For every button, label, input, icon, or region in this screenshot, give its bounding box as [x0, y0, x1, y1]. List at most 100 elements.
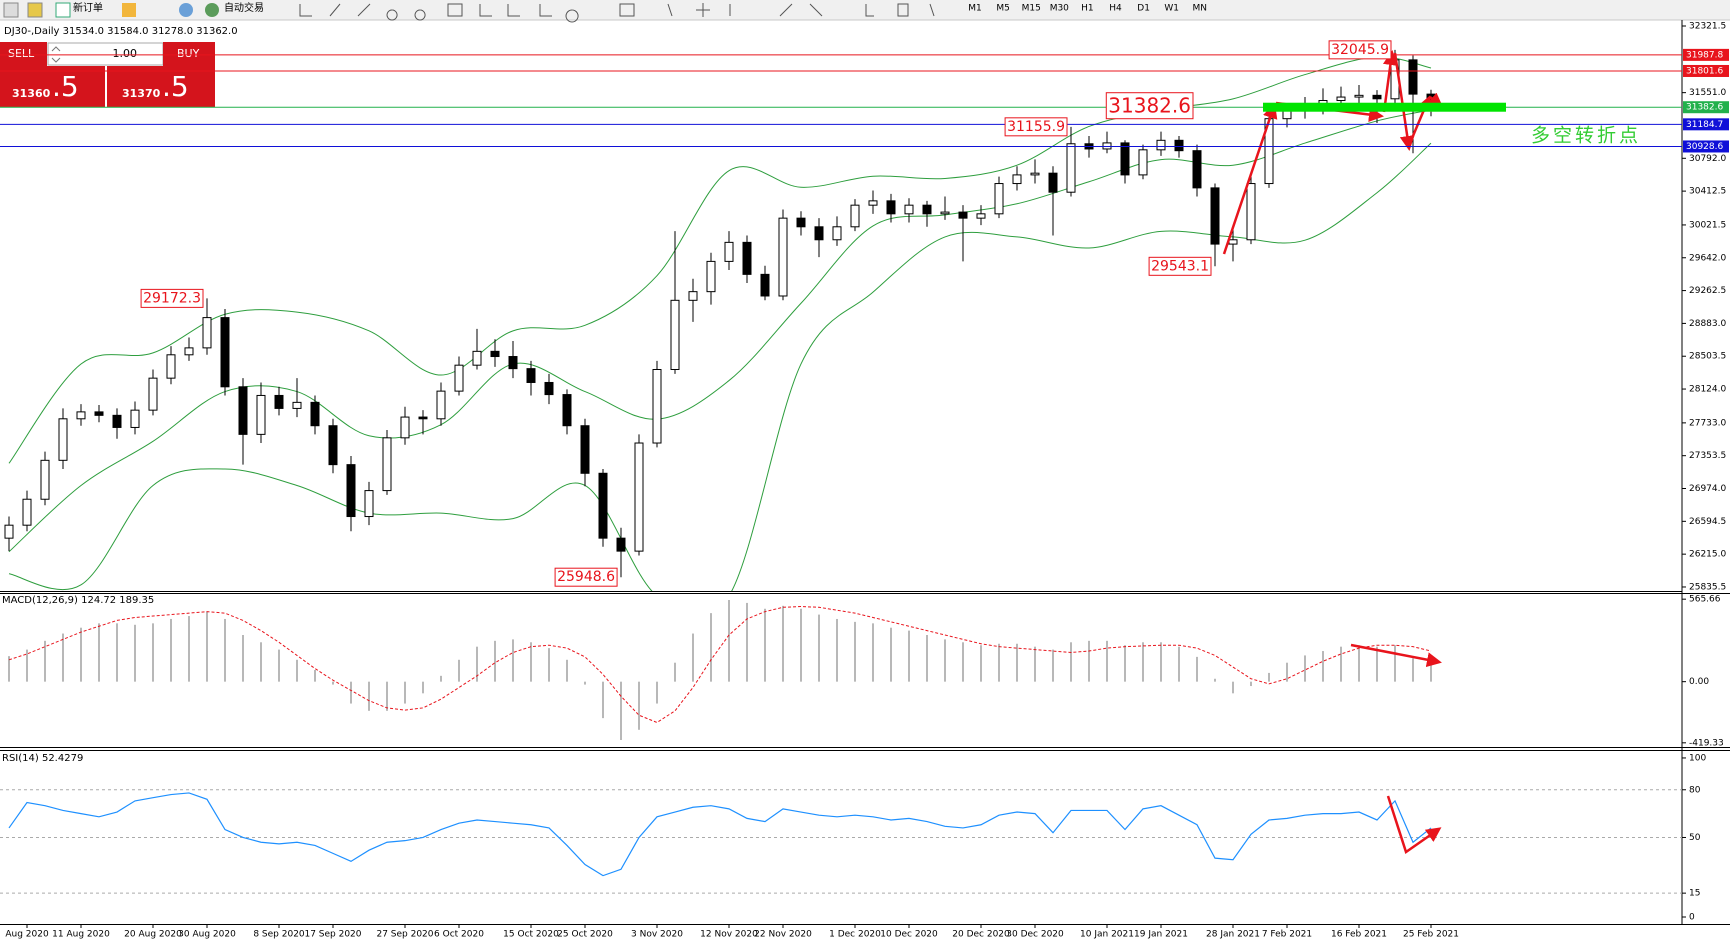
candle-body — [778, 217, 788, 297]
candle-body — [976, 213, 986, 219]
candle-body — [1048, 172, 1058, 193]
timeframe[interactable]: H4 — [1109, 4, 1122, 14]
candle-body — [796, 217, 806, 228]
candle-body — [292, 401, 302, 409]
x-tick-label: 3 Nov 2020 — [631, 930, 683, 940]
level-tag — [1683, 140, 1729, 153]
lots-field[interactable] — [47, 42, 164, 66]
x-tick-label: 7 Feb 2021 — [1262, 930, 1312, 940]
sell-label[interactable]: SELL — [8, 47, 35, 60]
auto-trading[interactable]: 自动交易 — [224, 1, 264, 14]
candle-body — [454, 364, 464, 392]
candle-body — [1246, 183, 1256, 241]
x-tick-label: 19 Jan 2021 — [1134, 930, 1188, 940]
highlight-bar — [1263, 102, 1506, 112]
candle-body — [112, 414, 122, 428]
timeframe[interactable]: M30 — [1050, 4, 1069, 14]
candle-body — [544, 381, 554, 396]
candle-body — [634, 442, 644, 552]
icon[interactable] — [179, 3, 193, 17]
x-tick-label: 25 Oct 2020 — [557, 930, 613, 940]
candle-body — [346, 464, 356, 518]
price-annotation: 32045.9 — [1331, 42, 1389, 58]
candle-body — [418, 416, 428, 420]
candle-body — [1012, 174, 1022, 185]
annotation-box — [1105, 92, 1194, 120]
sell-button[interactable] — [0, 42, 47, 66]
candle-body — [994, 183, 1004, 215]
y-tick-label: 27353.5 — [1689, 451, 1726, 461]
annotation-box — [1004, 117, 1068, 137]
icon[interactable] — [3, 2, 19, 18]
level-tag — [1683, 118, 1729, 131]
new-order[interactable]: 新订单 — [73, 1, 103, 14]
candle-body — [580, 425, 590, 474]
x-tick-label: 27 Sep 2020 — [376, 930, 433, 940]
candle-body — [886, 200, 896, 215]
timeframe[interactable]: MN — [1193, 4, 1208, 14]
turning-point-note: 多空转折点 — [1531, 125, 1641, 147]
auto-trading-icon[interactable] — [205, 3, 219, 17]
buy-button[interactable] — [163, 42, 215, 66]
y-tick-label: -419.33 — [1689, 738, 1724, 748]
candle-body — [184, 347, 194, 356]
rsi-panel — [0, 789, 1682, 894]
chart-title: DJ30-,Daily 31534.0 31584.0 31278.0 3136… — [4, 26, 238, 37]
icon[interactable] — [27, 2, 43, 18]
y-tick-label: 29642.0 — [1689, 253, 1726, 263]
candle-body — [166, 354, 176, 379]
candle-body — [814, 226, 824, 241]
candle-body — [1408, 59, 1418, 95]
candle-body — [1120, 142, 1130, 176]
timeframe[interactable]: M1 — [968, 4, 982, 14]
ask-price: 31370 — [122, 87, 161, 100]
y-tick-label: 32321.5 — [1689, 22, 1726, 32]
candle-body — [274, 394, 284, 409]
timeframe[interactable]: M5 — [996, 4, 1010, 14]
level-tag-label: 30928.6 — [1686, 142, 1723, 152]
candle-body — [1030, 172, 1040, 176]
candle-body — [382, 437, 392, 492]
y-tick-label: 30792.0 — [1689, 154, 1726, 164]
spinner[interactable] — [51, 46, 61, 63]
rsi-line — [8, 792, 1432, 877]
bid-box[interactable] — [0, 66, 105, 107]
candle-body — [850, 204, 860, 228]
y-tick-label: 26974.0 — [1689, 484, 1726, 494]
icon[interactable] — [122, 3, 136, 17]
candle-body — [472, 350, 482, 366]
y-tick-label: 15 — [1689, 889, 1700, 899]
macd-title: MACD(12,26,9) 124.72 189.35 — [2, 595, 154, 606]
x-tick-label: 12 Nov 2020 — [700, 930, 758, 940]
level-tag-label: 31382.6 — [1686, 103, 1723, 113]
lots[interactable]: 1.00 — [113, 47, 138, 60]
timeframe[interactable]: M15 — [1022, 4, 1041, 14]
buy-label[interactable]: BUY — [177, 47, 200, 60]
candle-body — [1354, 94, 1364, 98]
candle-body — [922, 204, 932, 215]
y-tick-label: 565.66 — [1689, 595, 1721, 605]
toolbar — [0, 0, 1730, 20]
bollinger-upper — [8, 56, 1432, 464]
timeframe[interactable]: H1 — [1081, 4, 1094, 14]
level-tag-label: 31184.7 — [1686, 120, 1723, 130]
timeframe[interactable]: W1 — [1164, 4, 1179, 14]
candle-body — [364, 490, 374, 518]
annotation-box — [1148, 256, 1212, 276]
candle-body — [598, 472, 608, 539]
candle-body — [130, 409, 140, 428]
bollinger-middle — [8, 109, 1432, 553]
candle-body — [868, 200, 878, 206]
x-tick-label: 28 Jan 2021 — [1206, 930, 1260, 940]
candle-body — [652, 369, 662, 444]
y-tick-label: 100 — [1689, 753, 1706, 763]
candle-body — [1174, 139, 1184, 152]
new-order-icon[interactable] — [55, 2, 71, 18]
candle-body — [40, 459, 50, 500]
y-tick-label: 26215.0 — [1689, 550, 1726, 560]
ask-box[interactable] — [107, 66, 215, 107]
annotation-box — [1328, 40, 1392, 60]
timeframe[interactable]: D1 — [1137, 4, 1150, 14]
y-tick-label: 30412.5 — [1689, 187, 1726, 197]
